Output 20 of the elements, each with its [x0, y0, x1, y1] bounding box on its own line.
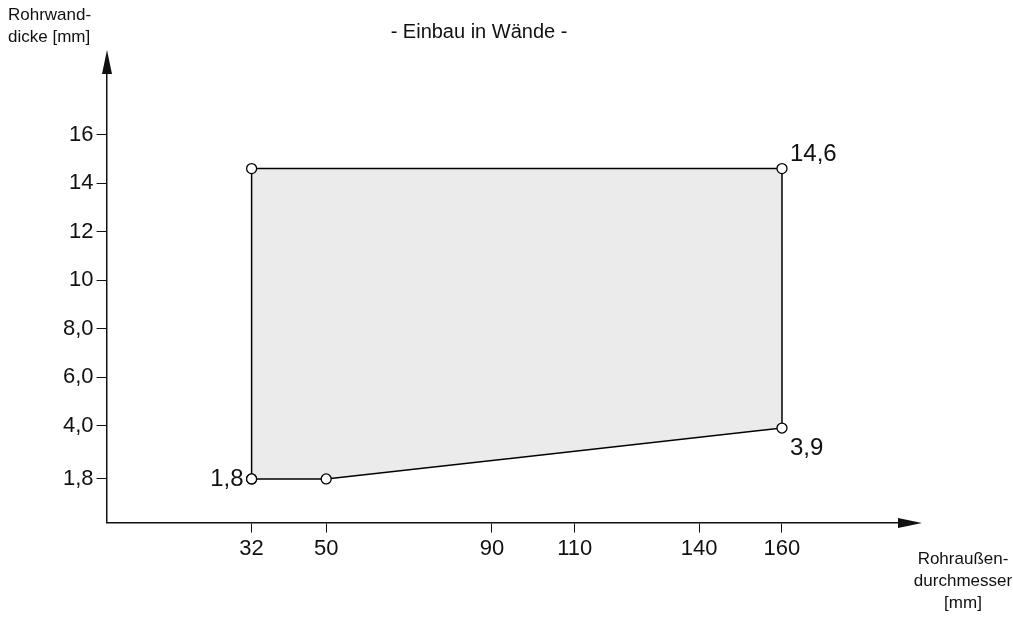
x-tick-label: 160 — [763, 534, 801, 560]
y-tick-label: 10 — [69, 266, 94, 292]
x-tick-label: 50 — [313, 534, 339, 560]
y-axis-title: Rohrwand-dicke [mm] — [8, 4, 93, 48]
x-tick-label: 32 — [239, 534, 264, 560]
y-tick-label: 4,0 — [62, 411, 94, 437]
data-label: 14,6 — [789, 139, 837, 167]
y-tick-label: 14 — [69, 169, 94, 195]
x-axis-title: Rohraußen-durchmesser [mm] — [912, 547, 1013, 614]
x-tick-label: 110 — [557, 534, 593, 560]
y-tick-label: 6,0 — [62, 363, 94, 389]
chart-title: - Einbau in Wände - — [390, 19, 568, 42]
y-tick-label: 1,8 — [62, 465, 94, 491]
data-label: 3,9 — [789, 432, 824, 460]
x-tick-label: 140 — [680, 534, 718, 560]
x-tick-label: 90 — [479, 534, 505, 560]
y-tick-label: 8,0 — [62, 314, 94, 340]
y-tick-label: 16 — [69, 120, 94, 146]
y-tick-label: 12 — [69, 217, 94, 243]
data-label: 1,8 — [210, 463, 244, 491]
